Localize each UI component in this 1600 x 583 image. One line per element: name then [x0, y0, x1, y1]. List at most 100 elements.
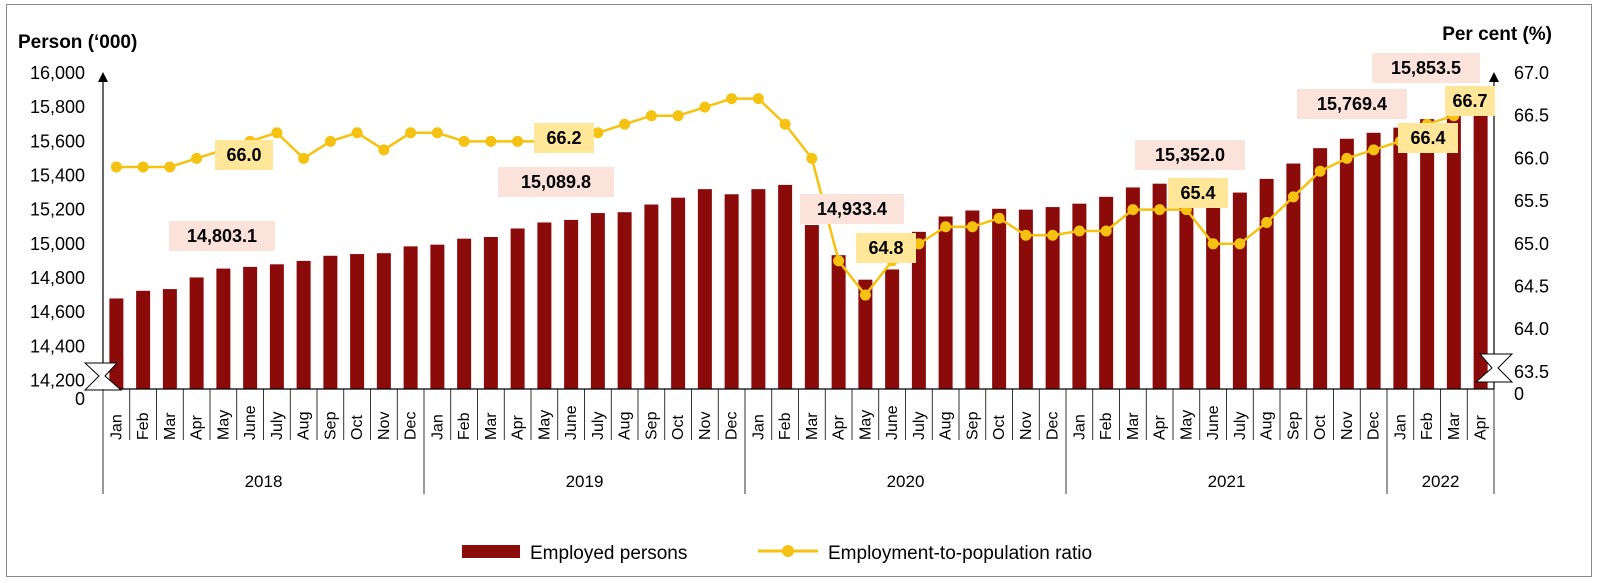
- bar: [590, 213, 605, 389]
- ratio-point: [1287, 191, 1299, 203]
- bar: [510, 228, 525, 389]
- x-tick-label: June: [884, 405, 901, 440]
- bar: [1473, 98, 1488, 390]
- x-tick-label: Apr: [510, 414, 527, 440]
- x-tick-label: Oct: [991, 415, 1008, 440]
- x-tick-label: Nov: [697, 412, 714, 440]
- callout-label: 66.4: [1410, 128, 1445, 148]
- bar: [483, 236, 498, 389]
- x-tick-label: Feb: [456, 412, 473, 440]
- right-tick-label: 67.0: [1514, 63, 1549, 83]
- bar: [1366, 132, 1381, 389]
- x-tick-label: Aug: [1259, 412, 1276, 440]
- callout-box: [498, 167, 614, 197]
- right-tick-label: 66.0: [1514, 148, 1549, 168]
- ratio-point: [779, 118, 791, 130]
- left-tick-label: 15,400: [30, 165, 85, 185]
- x-tick-label: Mar: [483, 412, 500, 440]
- ratio-point: [592, 127, 604, 139]
- x-tick-label: Dec: [724, 412, 741, 440]
- x-tick-label: May: [536, 410, 553, 440]
- legend: Employed persons Employment-to-populatio…: [462, 543, 1092, 564]
- ratio-point: [913, 238, 925, 250]
- ratio-point: [1261, 216, 1273, 228]
- x-tick-label: June: [1205, 405, 1222, 440]
- bar: [724, 194, 739, 389]
- x-tick-label: Sep: [1285, 411, 1302, 440]
- right-tick-label: 65.5: [1514, 191, 1549, 211]
- ratio-point: [1341, 152, 1353, 164]
- right-tick-label: 63.5: [1514, 362, 1549, 382]
- right-tick-label: 65.0: [1514, 234, 1549, 254]
- x-tick-label: Sep: [964, 411, 981, 440]
- bar: [1099, 196, 1114, 389]
- x-tick-label: Jan: [1071, 414, 1088, 440]
- left-tick-label: 15,000: [30, 234, 85, 254]
- right-tick-label: 64.5: [1514, 277, 1549, 297]
- ratio-point: [1154, 204, 1166, 216]
- left-tick-label: 14,200: [30, 370, 85, 390]
- ratio-point: [512, 135, 524, 147]
- ratio-point: [431, 127, 443, 139]
- bar: [189, 277, 204, 389]
- x-tick-label: Aug: [617, 412, 634, 440]
- ratio-point: [191, 152, 203, 164]
- x-axis: Jan Feb Mar Apr May June July Aug Sep Oct Nov Dec Ja…: [102, 389, 1495, 494]
- bar: [109, 298, 124, 389]
- legend-swatch-ratio-marker: [782, 545, 794, 557]
- x-tick-label: Apr: [1152, 414, 1169, 440]
- x-tick-label: July: [590, 412, 607, 440]
- year-label: 2019: [566, 472, 604, 491]
- ratio-point: [833, 255, 845, 267]
- bar: [162, 289, 177, 389]
- left-tick-label: 14,800: [30, 268, 85, 288]
- ratio-point: [859, 289, 871, 301]
- chart-frame: [6, 4, 1592, 577]
- axes: 16,000 15,800 15,600 15,400 15,200 15,000 14,8…: [30, 63, 1549, 409]
- data-callouts: 14,803.1 15,089.8 14,933.4 15,352.0 15,769.4…: [169, 53, 1495, 263]
- bar: [1072, 203, 1087, 389]
- ratio-point: [1207, 238, 1219, 250]
- bar: [858, 279, 873, 389]
- ratio-point: [378, 144, 390, 156]
- ratio-point: [1127, 204, 1139, 216]
- bar: [1259, 178, 1274, 389]
- bar: [243, 266, 258, 389]
- left-tick-label: 0: [75, 389, 85, 409]
- x-tick-label: Oct: [1312, 415, 1329, 440]
- legend-swatch-employed: [462, 545, 520, 558]
- ratio-point: [1314, 165, 1326, 177]
- callout-label: 15,089.8: [521, 172, 591, 192]
- bar: [751, 189, 766, 389]
- x-tick-label: Jan: [750, 414, 767, 440]
- line-series: [110, 93, 1487, 301]
- bar: [671, 197, 686, 389]
- x-tick-label: Feb: [1419, 412, 1436, 440]
- bar: [564, 219, 579, 389]
- bar: [1286, 163, 1301, 389]
- callout-box: [1297, 89, 1407, 119]
- x-tick-label: Apr: [831, 414, 848, 440]
- x-tick-label: Mar: [1446, 412, 1463, 440]
- left-axis-title: Person (‘000): [18, 32, 137, 53]
- bar: [269, 264, 284, 389]
- bar: [323, 255, 338, 389]
- bar: [938, 216, 953, 389]
- ratio-point: [993, 212, 1005, 224]
- right-tick-label: 64.0: [1514, 319, 1549, 339]
- x-tick-label: Nov: [376, 412, 393, 440]
- ratio-point: [1073, 225, 1085, 237]
- bar: [644, 204, 659, 389]
- callout-label: 66.0: [226, 145, 261, 165]
- x-tick-label: Mar: [804, 412, 821, 440]
- callout-box: [215, 140, 273, 170]
- legend-label-employed: Employed persons: [530, 543, 687, 564]
- callout-label: 66.2: [546, 128, 581, 148]
- bar: [1313, 148, 1328, 389]
- callout-label: 15,352.0: [1155, 145, 1225, 165]
- ratio-point: [405, 127, 417, 139]
- callout-box: [856, 233, 916, 263]
- bar: [1393, 127, 1408, 390]
- x-tick-label: Jan: [429, 414, 446, 440]
- callout-box: [800, 194, 904, 224]
